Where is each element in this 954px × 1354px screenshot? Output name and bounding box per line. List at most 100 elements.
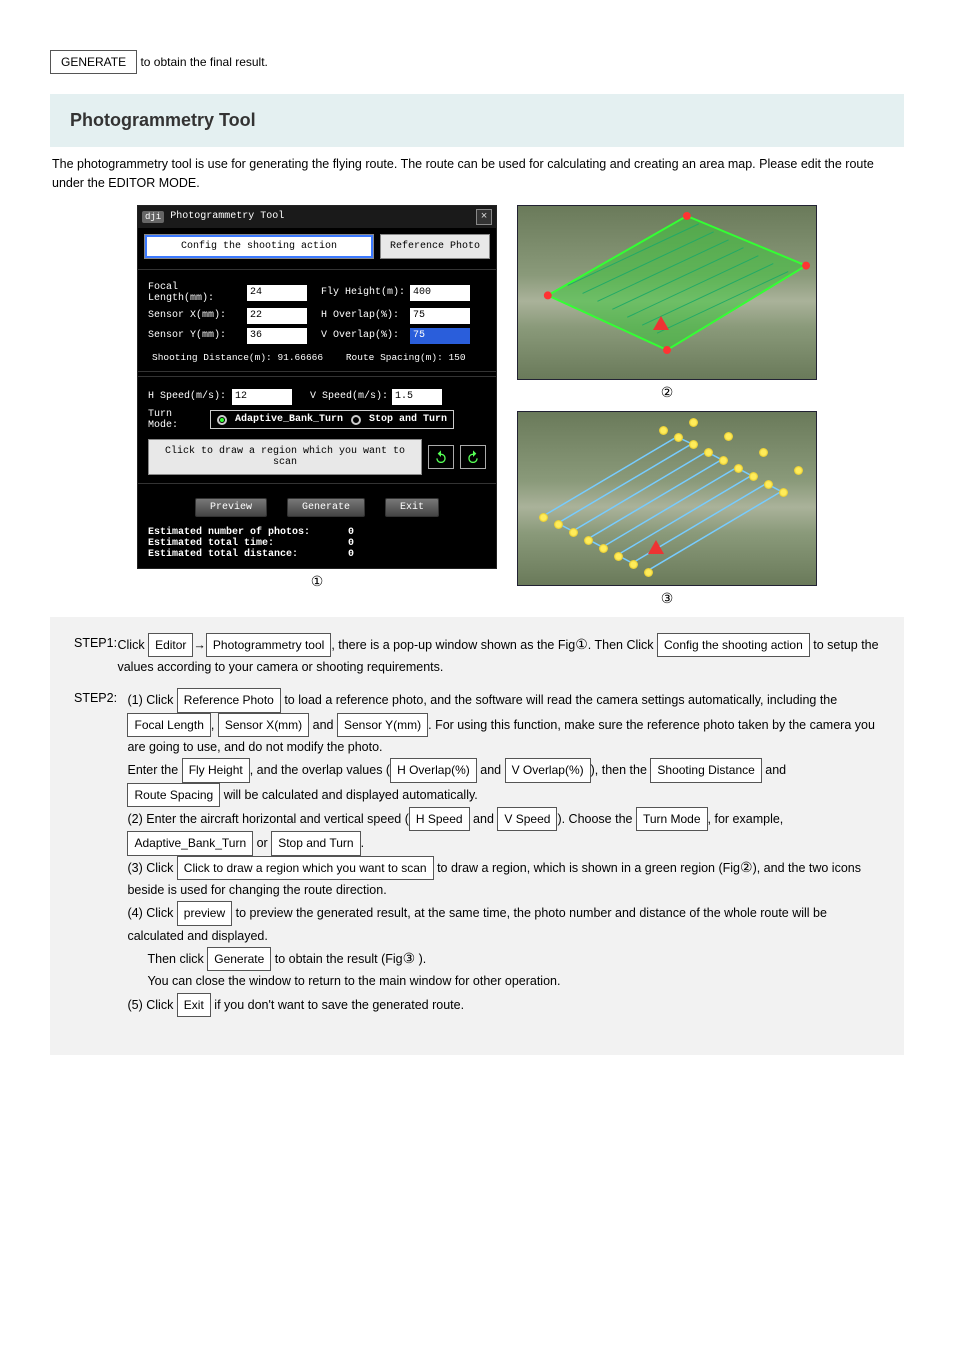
tool-column: dji Photogrammetry Tool × Config the sho… — [137, 205, 497, 590]
bottom-buttons: Preview Generate Exit — [138, 488, 496, 527]
opt-adaptive-label: Adaptive_Bank_Turn — [235, 414, 343, 425]
header-text: to obtain the final result. — [140, 55, 267, 69]
preview-button[interactable]: Preview — [195, 498, 267, 517]
draw-region-button[interactable]: Click to draw a region which you want to… — [148, 439, 422, 475]
box-drawregion: Click to draw a region which you want to… — [177, 856, 434, 880]
box-hov: H Overlap(%) — [390, 758, 477, 782]
section-title-bar: Photogrammetry Tool — [50, 94, 904, 147]
box-config: Config the shooting action — [657, 633, 810, 657]
waypoint — [779, 488, 788, 497]
res-dist-val: 0 — [348, 549, 354, 560]
h-speed-input[interactable] — [232, 389, 292, 405]
box-hspeed: H Speed — [409, 807, 470, 831]
waypoint — [749, 472, 758, 481]
v-overlap-label: V Overlap(%): — [321, 330, 406, 341]
rotate-left-icon[interactable] — [428, 445, 454, 469]
box-exit: Exit — [177, 993, 211, 1017]
waypoint — [734, 464, 743, 473]
res-photos-val: 0 — [348, 527, 354, 538]
box-flyheight: Fly Height — [182, 758, 250, 782]
results-panel: Estimated number of photos:0 Estimated t… — [138, 527, 496, 568]
res-time-label: Estimated total time: — [148, 538, 348, 549]
waypoint — [569, 528, 578, 537]
box-vov: V Overlap(%) — [505, 758, 591, 782]
generate-route-button[interactable]: Generate — [287, 498, 365, 517]
box-generate: Generate — [207, 947, 271, 971]
speed-section: H Speed(m/s): V Speed(m/s): Turn Mode: A… — [138, 376, 496, 484]
map-region — [517, 205, 817, 380]
waypoint — [794, 466, 803, 475]
sensor-x-label: Sensor X(mm): — [148, 310, 243, 321]
tool-title: Photogrammetry Tool — [170, 211, 284, 222]
v-overlap-input[interactable] — [410, 328, 470, 344]
fly-height-label: Fly Height(m): — [321, 287, 406, 298]
box-refphoto: Reference Photo — [177, 688, 281, 712]
box-vspeed: V Speed — [497, 807, 557, 831]
camera-section: Focal Length(mm): Fly Height(m): Sensor … — [138, 269, 496, 372]
waypoint — [599, 544, 608, 553]
tab-reference-photo[interactable]: Reference Photo — [380, 234, 490, 259]
step-1: STEP1: Click Editor→Photogrammetry tool,… — [74, 633, 880, 679]
box-preview: preview — [177, 901, 232, 925]
waypoint — [719, 456, 728, 465]
dji-logo: dji — [142, 211, 164, 223]
computed-info: Shooting Distance(m): 91.66666 Route Spa… — [148, 348, 486, 363]
focal-length-label: Focal Length(mm): — [148, 282, 243, 304]
waypoint — [704, 448, 713, 457]
v-speed-input[interactable] — [392, 389, 442, 405]
tab-config[interactable]: Config the shooting action — [144, 234, 374, 259]
map-route: [[25,105],[160,25],[175,32],[40,112],[55… — [517, 411, 817, 586]
sensor-y-input[interactable] — [247, 328, 307, 344]
res-time-val: 0 — [348, 538, 354, 549]
figure-row: dji Photogrammetry Tool × Config the sho… — [50, 205, 904, 607]
instructions-panel: STEP1: Click Editor→Photogrammetry tool,… — [50, 617, 904, 1056]
box-routesp: Route Spacing — [127, 783, 220, 807]
focal-length-input[interactable] — [247, 285, 307, 301]
h-overlap-input[interactable] — [410, 308, 470, 324]
waypoint — [724, 432, 733, 441]
waypoint — [659, 426, 668, 435]
map-column: ② [[25,105],[160,25],[175,32],[40,112],[… — [517, 205, 817, 607]
box-stopturn: Stop and Turn — [271, 831, 360, 855]
close-icon[interactable]: × — [476, 209, 492, 225]
box-focal: Focal Length — [127, 713, 210, 737]
waypoint — [644, 568, 653, 577]
aircraft-icon — [648, 540, 664, 554]
page-header: GENERATE to obtain the final result. — [50, 50, 904, 74]
waypoint — [764, 480, 773, 489]
box-sensorx: Sensor X(mm) — [218, 713, 309, 737]
sensor-y-label: Sensor Y(mm): — [148, 330, 243, 341]
waypoint — [629, 560, 638, 569]
section-title: Photogrammetry Tool — [70, 110, 884, 131]
box-photogrammetry: Photogrammetry tool — [206, 633, 331, 657]
radio-stop[interactable] — [351, 415, 361, 425]
generate-button[interactable]: GENERATE — [50, 50, 137, 74]
caption-2: ② — [517, 384, 817, 401]
fly-height-input[interactable] — [410, 285, 470, 301]
opt-stop-label: Stop and Turn — [369, 414, 447, 425]
waypoint — [554, 520, 563, 529]
v-speed-label: V Speed(m/s): — [310, 391, 388, 402]
radio-adaptive[interactable] — [217, 415, 227, 425]
h-overlap-label: H Overlap(%): — [321, 310, 406, 321]
res-dist-label: Estimated total distance: — [148, 549, 348, 560]
box-editor: Editor — [148, 633, 193, 657]
turn-mode-group: Adaptive_Bank_Turn Stop and Turn — [210, 410, 454, 429]
map-3-wrap: [[25,105],[160,25],[175,32],[40,112],[55… — [517, 411, 817, 607]
waypoint — [584, 536, 593, 545]
exit-button[interactable]: Exit — [385, 498, 439, 517]
photogrammetry-tool-window: dji Photogrammetry Tool × Config the sho… — [137, 205, 497, 569]
caption-1: ① — [137, 573, 497, 590]
tool-tabs: Config the shooting action Reference Pho… — [138, 228, 496, 265]
waypoint — [689, 418, 698, 427]
sensor-x-input[interactable] — [247, 308, 307, 324]
res-photos-label: Estimated number of photos: — [148, 527, 348, 538]
aircraft-icon — [653, 316, 669, 330]
tool-titlebar: dji Photogrammetry Tool × — [138, 206, 496, 228]
rotate-right-icon[interactable] — [460, 445, 486, 469]
turn-mode-label: Turn Mode: — [148, 409, 206, 431]
box-adaptive: Adaptive_Bank_Turn — [127, 831, 253, 855]
caption-3: ③ — [517, 590, 817, 607]
section-intro: The photogrammetry tool is use for gener… — [50, 155, 904, 205]
box-shootdist: Shooting Distance — [650, 758, 761, 782]
